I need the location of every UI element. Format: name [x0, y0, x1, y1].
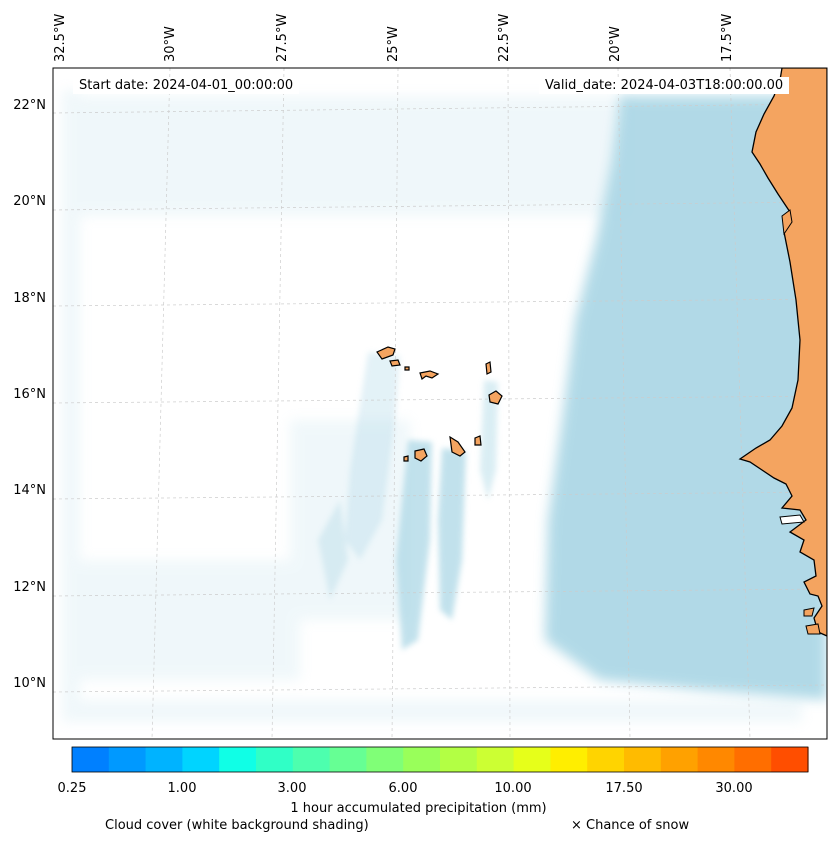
lat-label-18n: 18°N — [13, 291, 46, 306]
cloud-cover-east — [545, 96, 827, 700]
island-santiago — [449, 435, 466, 457]
island-boa-vista — [488, 390, 503, 405]
colorbar-swatch — [108, 747, 147, 772]
lat-label-10n: 10°N — [13, 676, 46, 691]
lat-label-22n: 22°N — [13, 98, 46, 113]
colorbar-swatch — [219, 747, 257, 772]
colorbar-swatch — [366, 747, 404, 772]
colorbar-swatch — [660, 747, 699, 772]
colorbar-swatch — [476, 747, 515, 772]
colorbar-tick: 30.00 — [715, 781, 753, 796]
colorbar-swatch — [587, 747, 625, 772]
lat-label-14n: 14°N — [13, 483, 46, 498]
lon-label-25w: 25°W — [386, 26, 401, 62]
map-frame — [52, 67, 828, 740]
lon-label-17-5w: 17.5°W — [720, 13, 735, 62]
coastal-island-north — [781, 209, 793, 236]
colorbar-swatch — [182, 747, 220, 772]
colorbar-swatch — [550, 747, 588, 772]
bijagos-island-2 — [805, 623, 821, 635]
lat-label-12n: 12°N — [13, 580, 46, 595]
island-sal — [485, 361, 492, 375]
colorbar-swatch — [513, 747, 551, 772]
gridlines — [53, 68, 827, 739]
colorbar-tick: 6.00 — [388, 781, 418, 796]
lat-label-20n: 20°N — [13, 194, 46, 209]
colorbar-swatch — [403, 747, 441, 772]
island-santo-antao — [376, 346, 396, 360]
lon-label-30w: 30°W — [163, 26, 178, 62]
cape-verde-islands — [376, 346, 503, 462]
lat-label-16n: 16°N — [13, 387, 46, 402]
cloud-haze — [62, 90, 802, 722]
lon-label-27-5w: 27.5°W — [275, 13, 290, 62]
colorbar-title: 1 hour accumulated precipitation (mm) — [290, 801, 547, 816]
colorbar-swatch — [440, 747, 478, 772]
colorbar-swatch — [292, 747, 331, 772]
island-brava — [403, 455, 409, 462]
colorbar-tick: 17.50 — [605, 781, 643, 796]
colorbar-swatch — [72, 747, 110, 772]
colorbar-swatch — [256, 747, 294, 772]
valid-date-label: Valid_date: 2024-04-03T18:00:00.00 — [539, 77, 790, 94]
colorbar-tick: 1.00 — [167, 781, 197, 796]
lon-label-22-5w: 22.5°W — [497, 13, 512, 62]
snow-note: × Chance of snow — [571, 818, 690, 833]
colorbar-swatch — [624, 747, 662, 772]
island-santa-luzia — [404, 366, 410, 371]
colorbar-tick: 3.00 — [277, 781, 307, 796]
cloud-cover-note: Cloud cover (white background shading) — [105, 818, 369, 833]
colorbar-frame — [71, 746, 809, 773]
africa-mainland — [738, 68, 827, 637]
island-fogo — [414, 448, 428, 462]
colorbar-swatch — [145, 747, 183, 772]
start-date-label: Start date: 2024-04-01_00:00:00 — [73, 77, 300, 94]
colorbar-tick: 10.00 — [494, 781, 532, 796]
gambia-inlet — [779, 514, 805, 525]
colorbar-swatch — [734, 747, 772, 772]
colorbar-swatch — [771, 747, 809, 772]
colorbar-swatch — [329, 747, 367, 772]
colorbar — [72, 747, 809, 772]
colorbar-swatch — [697, 747, 735, 772]
island-sao-vicente — [389, 359, 401, 367]
cloud-streaks — [318, 352, 498, 650]
colorbar-tick: 0.25 — [57, 781, 87, 796]
island-sao-nicolau — [419, 370, 440, 380]
bijagos-island-1 — [803, 607, 815, 617]
lon-label-32-5w: 32.5°W — [53, 13, 68, 62]
lon-label-20w: 20°W — [608, 26, 623, 62]
island-maio — [474, 435, 482, 446]
